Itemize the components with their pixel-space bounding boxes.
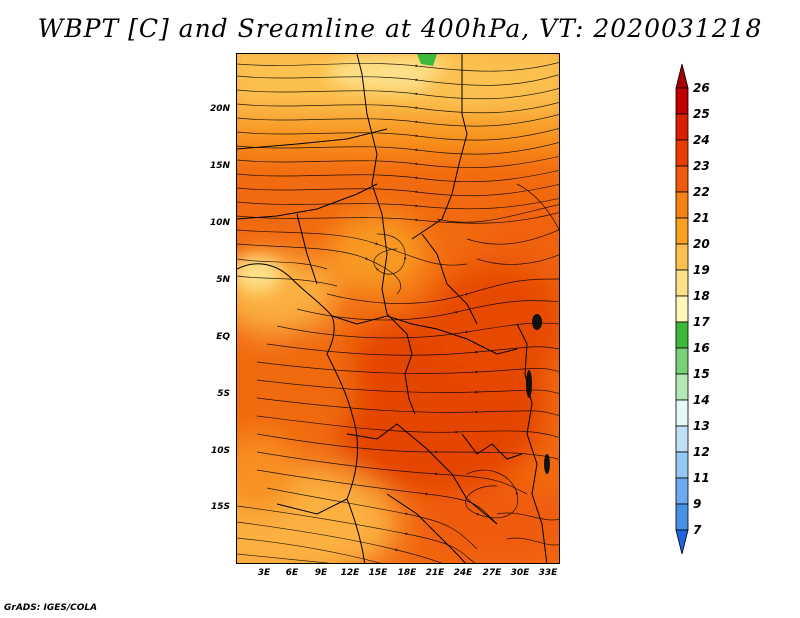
colorbar-swatch <box>675 295 689 323</box>
colorbar-label: 9 <box>693 497 702 511</box>
lat-label: 10S <box>210 446 230 456</box>
lon-label: 6E <box>285 568 299 578</box>
colorbar-label: 12 <box>693 445 710 459</box>
lon-label: 3E <box>257 568 271 578</box>
colorbar-label: 15 <box>693 367 710 381</box>
temperature-shading <box>237 54 559 563</box>
lat-label: 10N <box>209 218 230 228</box>
green-patch <box>417 54 437 66</box>
colorbar-label: 23 <box>693 159 710 173</box>
chart-title: WBPT [C] and Sreamline at 400hPa, VT: 20… <box>37 14 763 43</box>
colorbar-swatch <box>675 503 689 531</box>
colorbar-swatch <box>675 477 689 505</box>
lat-label: EQ <box>216 332 230 342</box>
lakes <box>526 314 550 474</box>
colorbar-swatch <box>675 87 689 115</box>
colorbar-label: 26 <box>693 81 710 95</box>
colorbar-swatch <box>675 321 689 349</box>
colorbar-swatch <box>675 217 689 245</box>
lon-label: 18E <box>397 568 417 578</box>
colorbar-label: 24 <box>693 133 710 147</box>
colorbar-swatch <box>675 243 689 271</box>
colorbar-top-arrow <box>675 63 689 89</box>
lat-label: 20N <box>209 104 230 114</box>
colorbar-label: 22 <box>693 185 710 199</box>
colorbar-label: 16 <box>693 341 710 355</box>
lon-label: 21E <box>425 568 445 578</box>
colorbar-label: 13 <box>693 419 710 433</box>
colorbar-label: 19 <box>693 263 710 277</box>
lat-label: 15S <box>210 502 230 512</box>
colorbar-swatch <box>675 451 689 479</box>
colorbar-swatch <box>675 399 689 427</box>
colorbar-swatch <box>675 269 689 297</box>
lon-label: 9E <box>314 568 328 578</box>
lat-label: 15N <box>209 161 230 171</box>
colorbar-bottom-arrow <box>675 529 689 555</box>
colorbar-label: 21 <box>693 211 710 225</box>
colorbar-label: 17 <box>693 315 710 329</box>
colorbar-label: 18 <box>693 289 710 303</box>
lon-label: 15E <box>368 568 388 578</box>
political-borders <box>237 54 548 563</box>
colorbar-swatch <box>675 347 689 375</box>
colorbar-label: 7 <box>693 523 702 537</box>
colorbar-swatch <box>675 113 689 141</box>
colorbar-label: 25 <box>693 107 710 121</box>
colorbar-swatch <box>675 139 689 167</box>
lon-label: 30E <box>510 568 530 578</box>
lon-label: 12E <box>340 568 360 578</box>
colorbar-label: 14 <box>693 393 710 407</box>
colorbar-swatch <box>675 425 689 453</box>
colorbar-label: 11 <box>693 471 710 485</box>
colorbar-swatch <box>675 165 689 193</box>
lon-label: 24E <box>453 568 473 578</box>
colorbar <box>675 63 689 555</box>
lon-label: 27E <box>482 568 502 578</box>
lat-label: 5S <box>217 389 230 399</box>
streamlines <box>237 62 559 563</box>
lon-label: 33E <box>538 568 558 578</box>
colorbar-swatch <box>675 191 689 219</box>
colorbar-label: 20 <box>693 237 710 251</box>
colorbar-swatch <box>675 373 689 401</box>
wbpt-field <box>237 54 559 563</box>
lat-label: 5N <box>216 275 230 285</box>
grads-credit: GrADS: IGES/COLA <box>4 603 98 613</box>
map-panel <box>236 53 560 564</box>
